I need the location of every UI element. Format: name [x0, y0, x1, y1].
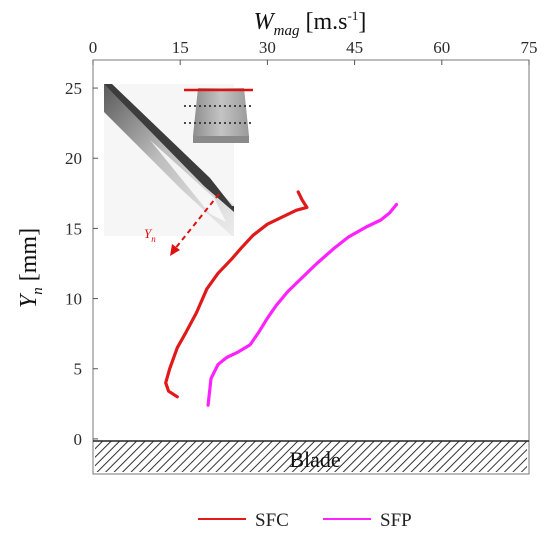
legend-label-sfc: SFC — [255, 510, 289, 531]
blade-region — [95, 441, 527, 472]
inset-image: Yn — [104, 84, 253, 256]
inset-yn-label: Yn — [144, 226, 156, 244]
inset-yn-arrow — [173, 193, 220, 251]
x-tick-label: 0 — [89, 38, 98, 57]
y-tick-label: 5 — [74, 360, 83, 379]
blade-label: Blade — [289, 447, 340, 472]
inset-arrow-head — [170, 244, 180, 256]
x-tick-label: 60 — [433, 38, 450, 57]
legend-label-sfp: SFP — [380, 510, 412, 531]
x-tick-label: 45 — [346, 38, 363, 57]
x-axis-title: Wmag [m.s-1] — [254, 8, 367, 39]
y-tick-label: 10 — [65, 290, 82, 309]
y-tick-label: 15 — [65, 219, 82, 238]
x-tick-label: 30 — [259, 38, 276, 57]
y-tick-label: 20 — [65, 149, 82, 168]
series-line-sfp — [206, 202, 399, 407]
x-tick-label: 75 — [521, 38, 538, 57]
x-tick-label: 15 — [172, 38, 189, 57]
y-tick-label: 0 — [74, 430, 83, 449]
y-tick-label: 25 — [65, 79, 82, 98]
series-line-sfc — [164, 190, 309, 399]
y-axis-title: Yn [mm] — [16, 228, 46, 308]
